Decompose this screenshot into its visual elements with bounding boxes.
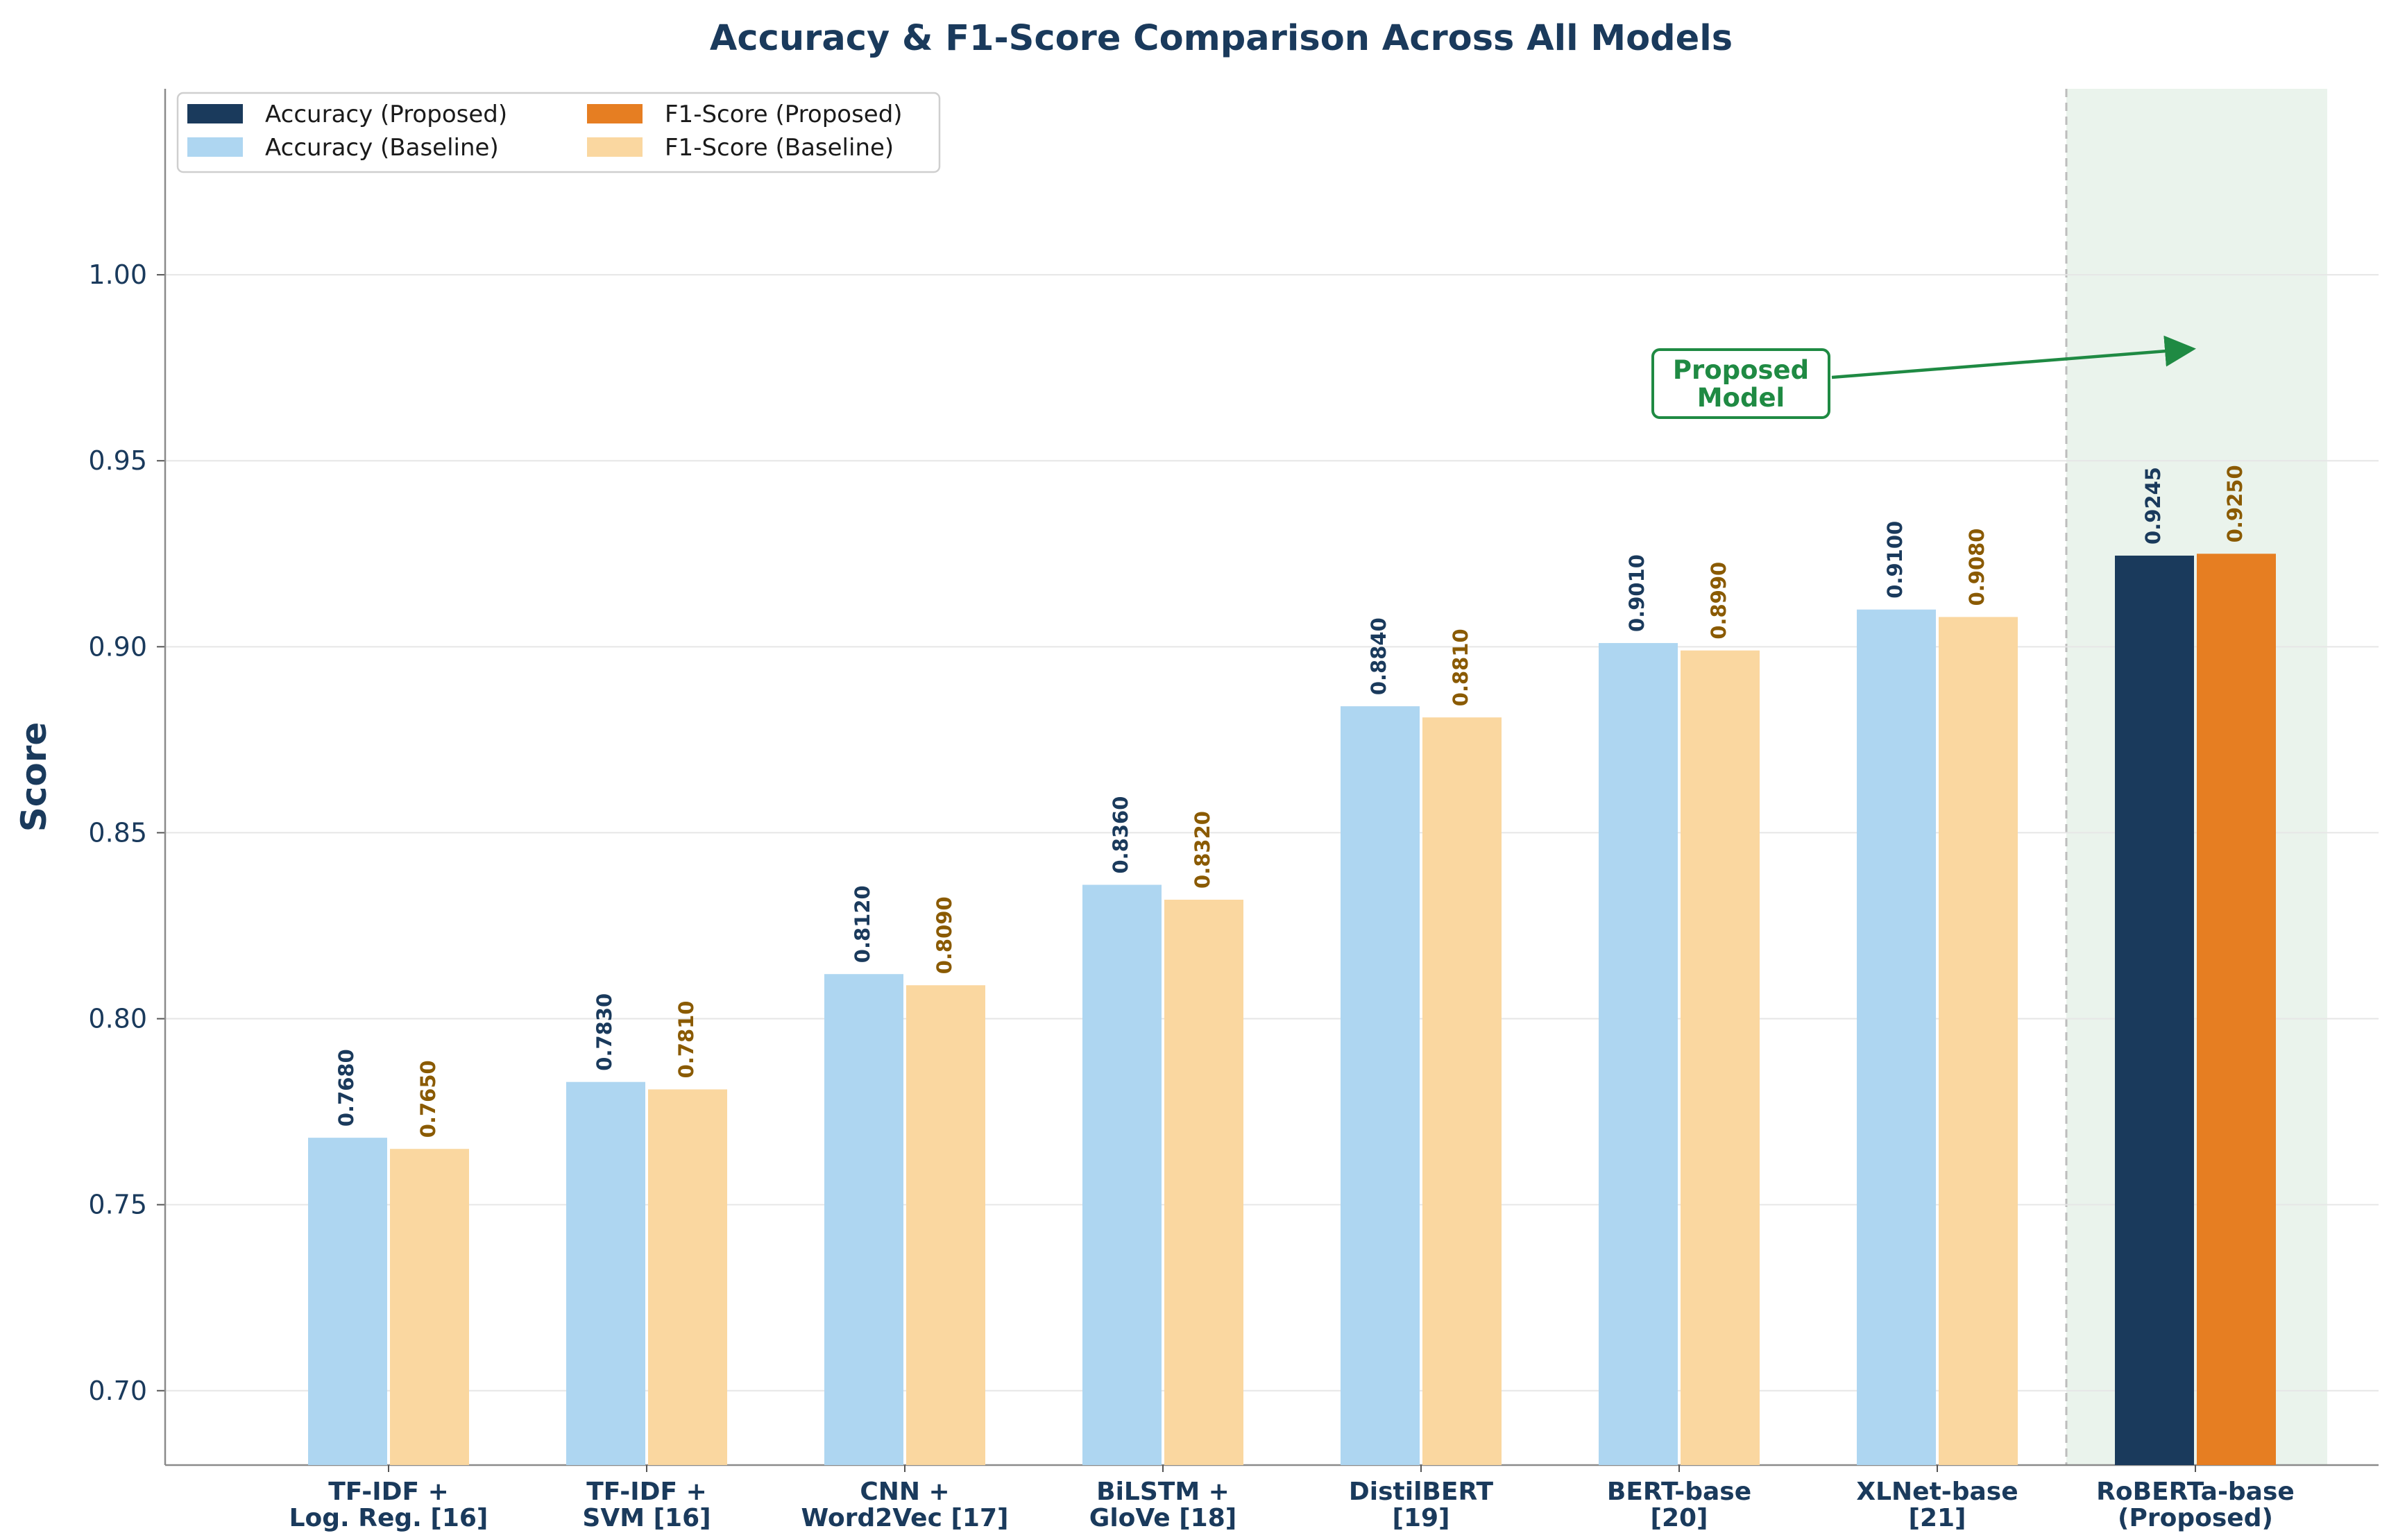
legend-swatch: [187, 104, 243, 123]
bar-f1: [648, 1089, 727, 1465]
x-tick-label: (Proposed): [2118, 1504, 2273, 1532]
y-tick-label: 0.85: [88, 817, 147, 848]
accuracy-value-label: 0.9100: [1883, 521, 1907, 599]
annotation-text: Proposed: [1673, 355, 1809, 385]
f1-value-label: 0.9250: [2223, 465, 2247, 542]
annotation-text: Model: [1697, 383, 1785, 413]
bar-f1: [1164, 899, 1243, 1465]
x-tick-label: CNN +: [860, 1478, 949, 1506]
f1-value-label: 0.8320: [1191, 811, 1214, 889]
x-tick-label: RoBERTa-base: [2096, 1478, 2295, 1506]
f1-value-label: 0.8090: [933, 896, 956, 974]
f1-value-label: 0.8810: [1449, 628, 1472, 706]
legend-label: F1-Score (Proposed): [665, 101, 903, 128]
y-tick-label: 0.70: [88, 1376, 147, 1406]
bar-accuracy-proposed: [2115, 555, 2194, 1465]
accuracy-value-label: 0.7830: [593, 993, 616, 1071]
bar-accuracy: [1857, 609, 1936, 1466]
legend-label: F1-Score (Baseline): [665, 134, 894, 162]
x-tick-label: BERT-base: [1607, 1478, 1751, 1506]
y-tick-label: 0.80: [88, 1004, 147, 1034]
chart-title: Accuracy & F1-Score Comparison Across Al…: [710, 18, 1733, 59]
bar-f1-proposed: [2197, 554, 2276, 1465]
bar-accuracy: [566, 1081, 645, 1465]
bar-accuracy: [1082, 884, 1162, 1465]
y-tick-label: 0.95: [88, 445, 147, 476]
y-tick-label: 1.00: [88, 259, 147, 290]
y-tick-label: 0.90: [88, 631, 147, 662]
bar-f1: [390, 1149, 469, 1465]
bar-accuracy: [824, 974, 903, 1465]
annotation-arrow: [1831, 335, 2196, 379]
x-tick-label: Word2Vec [17]: [801, 1504, 1009, 1532]
f1-value-label: 0.8990: [1707, 562, 1731, 640]
x-tick-label: Log. Reg. [16]: [289, 1504, 488, 1532]
accuracy-value-label: 0.8840: [1367, 617, 1391, 695]
legend-label: Accuracy (Baseline): [265, 134, 499, 162]
legend-swatch: [587, 137, 643, 157]
accuracy-value-label: 0.7680: [334, 1049, 358, 1127]
f1-value-label: 0.9080: [1965, 529, 1989, 606]
x-tick-label: BiLSTM +: [1096, 1478, 1230, 1506]
bar-accuracy: [1599, 642, 1678, 1465]
x-tick-label: [21]: [1908, 1504, 1966, 1532]
legend-swatch: [187, 137, 243, 157]
x-tick-label: [20]: [1650, 1504, 1708, 1532]
bar-f1: [1422, 717, 1502, 1465]
y-axis-label: Score: [14, 722, 54, 832]
bar-accuracy: [1341, 706, 1420, 1465]
f1-value-label: 0.7810: [674, 1000, 698, 1078]
x-tick-label: XLNet-base: [1856, 1478, 2018, 1506]
bar-f1: [1681, 650, 1760, 1465]
accuracy-value-label: 0.8120: [851, 885, 874, 963]
y-tick-label: 0.75: [88, 1190, 147, 1220]
x-tick-label: DistilBERT: [1349, 1478, 1494, 1506]
bar-f1: [906, 985, 985, 1465]
bar-accuracy: [308, 1138, 387, 1465]
legend-box: [176, 92, 941, 173]
legend-swatch: [587, 104, 643, 123]
annotation-box: [1651, 348, 1830, 419]
x-tick-label: TF-IDF +: [586, 1478, 707, 1506]
f1-value-label: 0.7650: [416, 1060, 440, 1138]
x-tick-label: GloVe [18]: [1089, 1504, 1236, 1532]
x-tick-label: TF-IDF +: [328, 1478, 449, 1506]
bar-f1: [1939, 617, 2018, 1465]
legend-label: Accuracy (Proposed): [265, 101, 507, 128]
accuracy-value-label: 0.8360: [1109, 796, 1132, 874]
x-tick-label: SVM [16]: [582, 1504, 711, 1532]
accuracy-value-label: 0.9245: [2141, 467, 2165, 545]
accuracy-value-label: 0.9010: [1625, 554, 1649, 632]
x-tick-label: [19]: [1392, 1504, 1449, 1532]
